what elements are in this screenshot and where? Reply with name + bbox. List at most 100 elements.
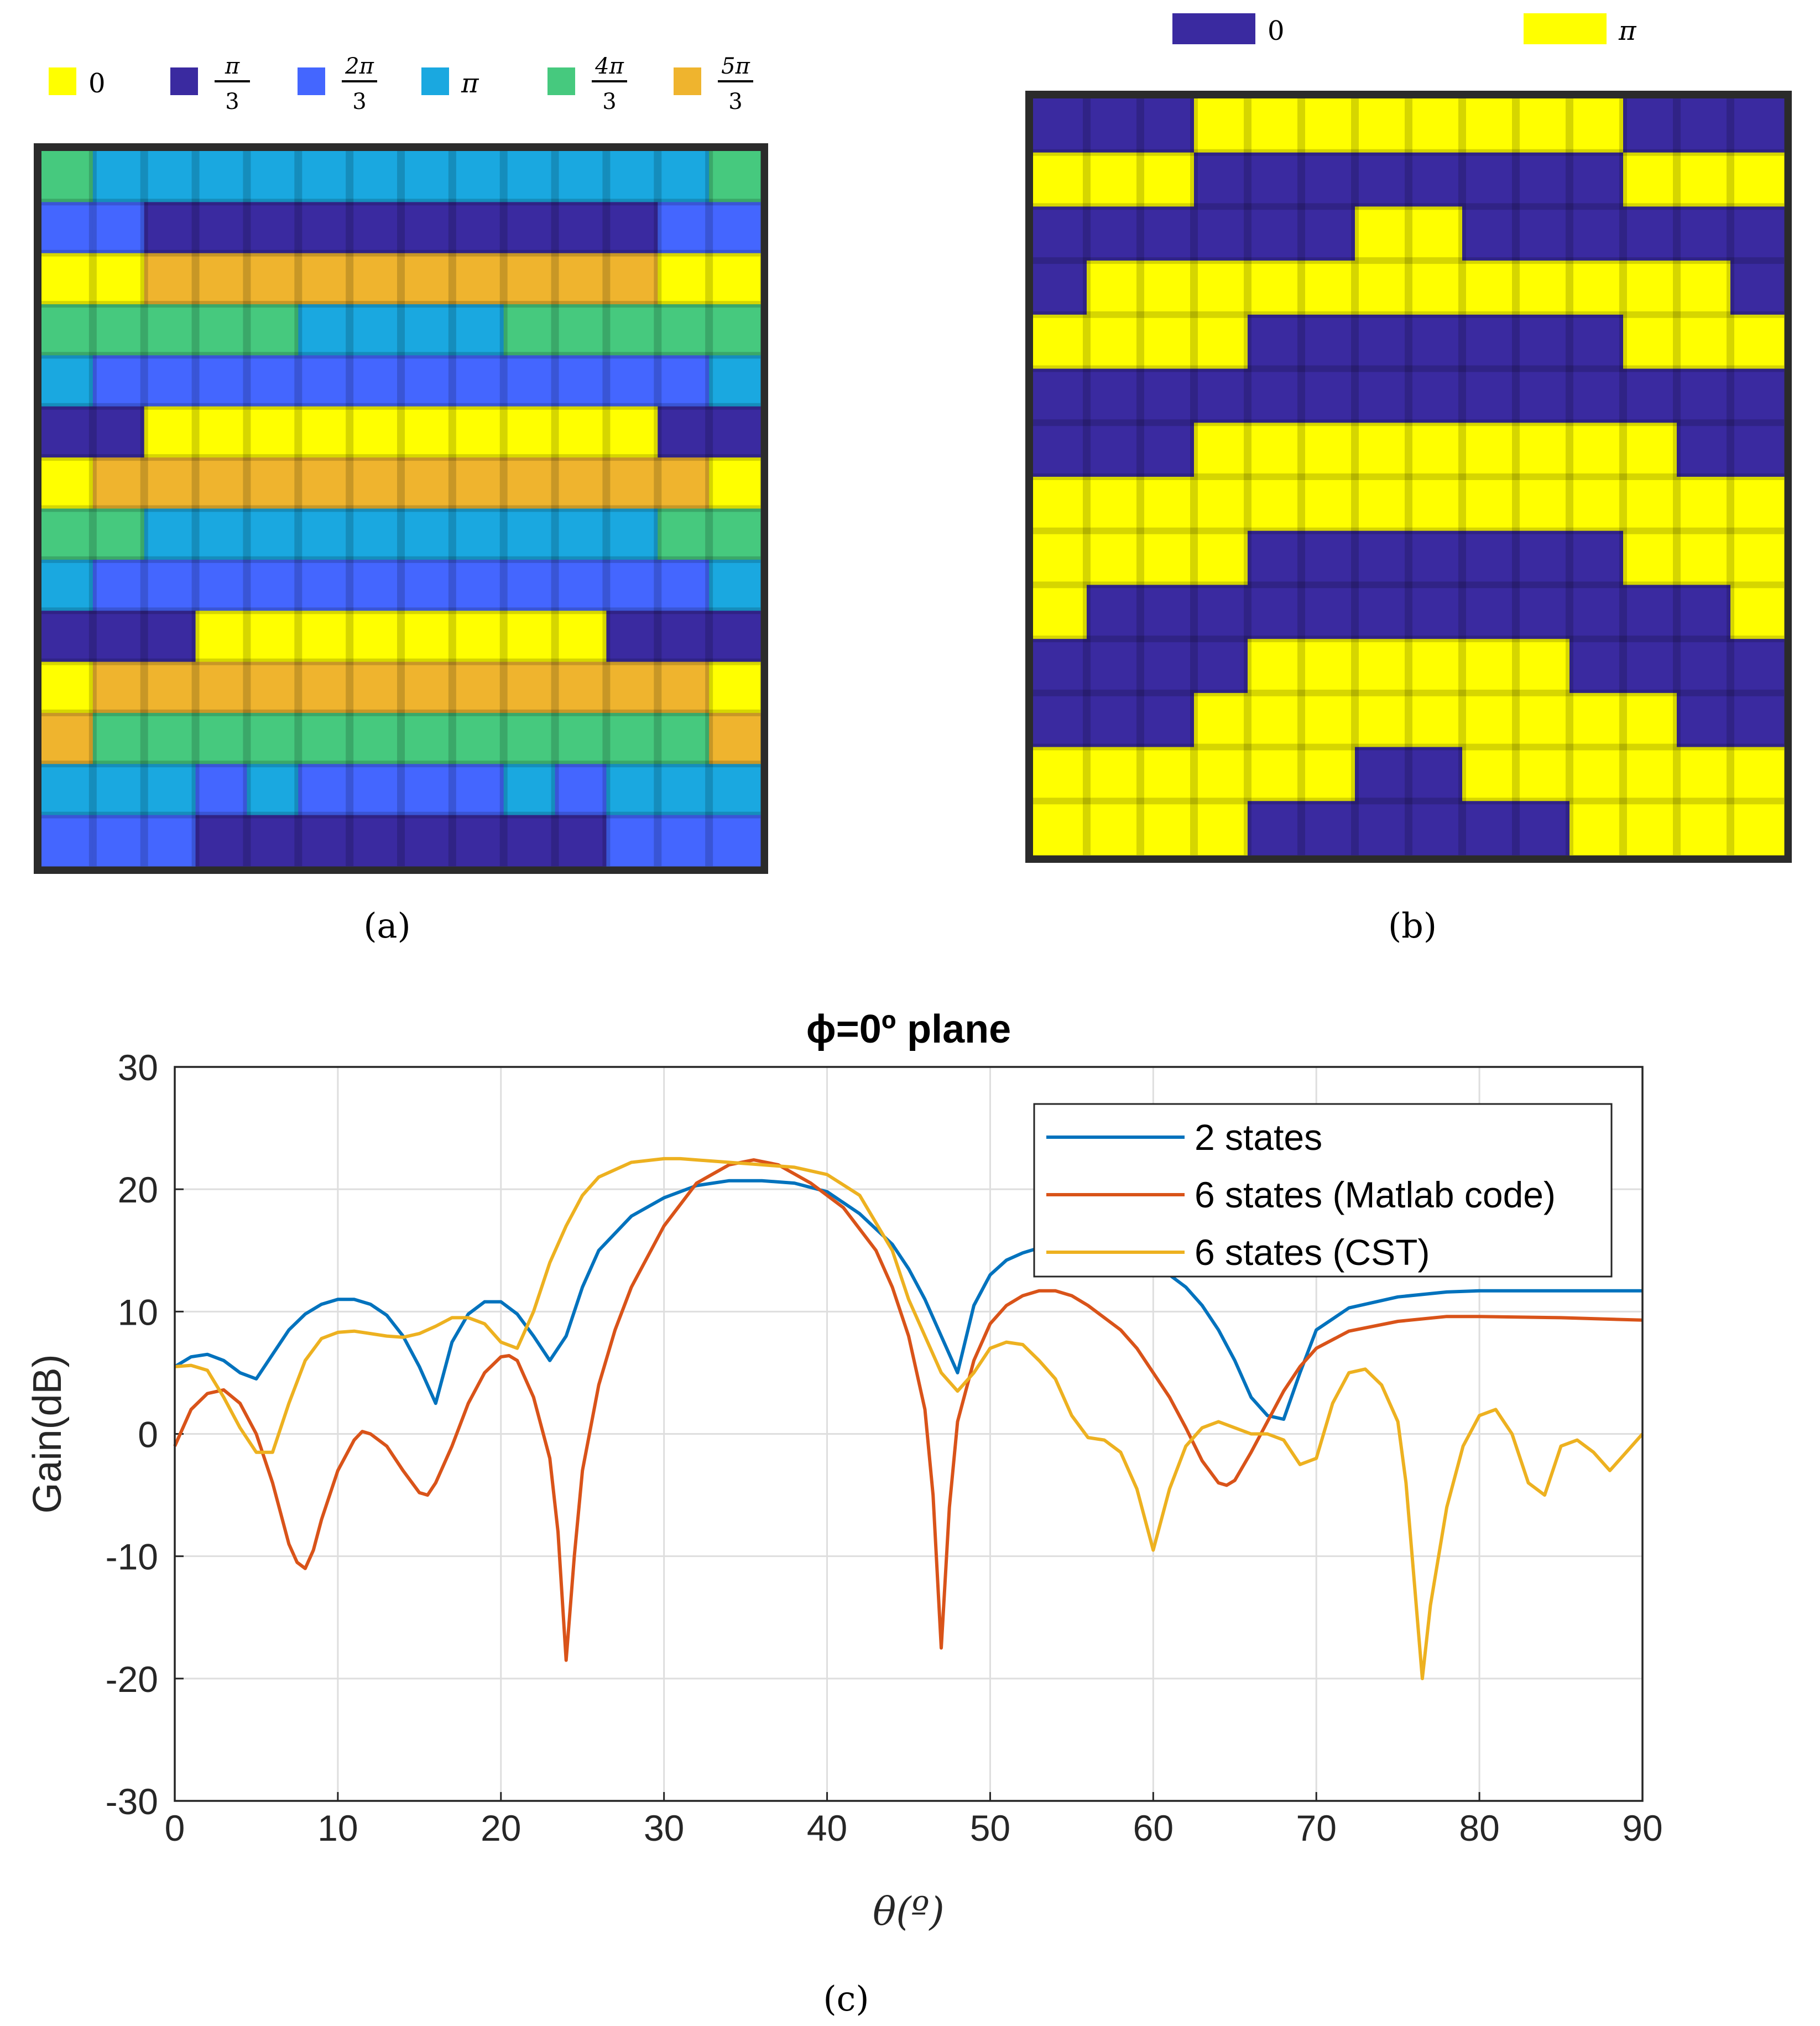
map-cell xyxy=(1730,98,1785,153)
map-cell xyxy=(350,406,401,458)
map-cell xyxy=(350,764,401,816)
map-cell xyxy=(1677,639,1731,694)
map-cell xyxy=(1248,747,1302,801)
map-cell xyxy=(1730,206,1785,261)
map-cell xyxy=(606,304,658,356)
svg-text:4π: 4π xyxy=(595,54,624,79)
map-cell xyxy=(1516,477,1570,532)
map-cell xyxy=(92,662,145,713)
map-cell xyxy=(709,202,761,254)
map-cell xyxy=(350,304,401,356)
map-cell xyxy=(1033,585,1087,639)
map-cell xyxy=(1301,314,1355,369)
map-cell xyxy=(1730,368,1785,423)
map-cell xyxy=(144,508,196,560)
x-tick-label: 10 xyxy=(317,1808,358,1848)
map-cell xyxy=(1033,477,1087,532)
y-tick-label: 30 xyxy=(118,1047,158,1088)
x-axis-label: θ(º) xyxy=(873,1889,945,1934)
map-cell xyxy=(1087,477,1141,532)
map-cell xyxy=(41,304,93,356)
map-cell xyxy=(606,662,658,713)
map-cell xyxy=(1409,368,1463,423)
map-cell xyxy=(401,508,453,560)
map-cell xyxy=(1569,801,1624,856)
map-cell xyxy=(503,355,556,407)
map-cell xyxy=(1516,368,1570,423)
map-cell xyxy=(195,611,247,663)
map-cell xyxy=(1462,314,1516,369)
map-cell xyxy=(658,253,710,305)
map-cell xyxy=(503,202,556,254)
map-cell xyxy=(195,151,247,202)
map-cell xyxy=(1301,747,1355,801)
map-cell xyxy=(298,662,350,713)
map-cell xyxy=(1409,801,1463,856)
map-cell xyxy=(1087,692,1141,748)
map-cell xyxy=(658,508,710,560)
map-cell xyxy=(1623,477,1677,532)
map-cell xyxy=(709,253,761,305)
map-cell xyxy=(709,304,761,356)
x-tick-label: 80 xyxy=(1459,1808,1499,1848)
map-cell xyxy=(503,662,556,713)
map-cell xyxy=(298,151,350,202)
y-tick-label: -10 xyxy=(106,1537,158,1577)
map-cell xyxy=(1409,261,1463,315)
map-cell xyxy=(144,662,196,713)
map-cell xyxy=(555,253,607,305)
map-cell xyxy=(401,253,453,305)
map-cell xyxy=(41,406,93,458)
map-cell xyxy=(1301,152,1355,207)
map-cell xyxy=(1623,314,1677,369)
map-cell xyxy=(41,151,93,202)
map-cell xyxy=(41,508,93,560)
legend-swatch xyxy=(421,67,449,95)
map-cell xyxy=(247,662,299,713)
map-cell xyxy=(401,815,453,867)
map-cell xyxy=(298,712,350,764)
map-cell xyxy=(452,712,504,764)
map-cell xyxy=(555,611,607,663)
map-cell xyxy=(1677,747,1731,801)
map-cell xyxy=(1569,423,1624,477)
legend-label: 5π3 xyxy=(718,54,753,114)
map-cell xyxy=(1462,530,1516,585)
map-cell xyxy=(1462,801,1516,856)
map-cell xyxy=(606,457,658,509)
map-cell xyxy=(1677,530,1731,585)
map-cell xyxy=(1677,152,1731,207)
map-cell xyxy=(1140,261,1195,315)
map-cell xyxy=(1355,585,1409,639)
legend-label: 0 xyxy=(1268,15,1285,46)
legend-label: 2π3 xyxy=(342,54,377,114)
map-cell xyxy=(1462,368,1516,423)
map-cell xyxy=(452,457,504,509)
map-cell xyxy=(401,662,453,713)
map-cell xyxy=(1248,98,1302,153)
map-cell xyxy=(195,355,247,407)
map-cell xyxy=(1033,314,1087,369)
map-cell xyxy=(1623,261,1677,315)
map-cell xyxy=(1516,152,1570,207)
map-cell xyxy=(298,253,350,305)
legend-entry: 2 states xyxy=(1195,1117,1322,1158)
map-cell xyxy=(503,815,556,867)
map-cell xyxy=(1677,801,1731,856)
map-cell xyxy=(1033,261,1087,315)
map-cell xyxy=(1301,530,1355,585)
map-cell xyxy=(1301,692,1355,748)
map-cell xyxy=(1301,261,1355,315)
map-cell xyxy=(401,712,453,764)
svg-text:2π: 2π xyxy=(345,54,374,79)
map-cell xyxy=(1301,585,1355,639)
map-cell xyxy=(144,764,196,816)
map-cell xyxy=(195,508,247,560)
map-cell xyxy=(1194,747,1248,801)
map-cell xyxy=(92,712,145,764)
map-cell xyxy=(1248,152,1302,207)
map-cell xyxy=(1462,585,1516,639)
map-cell xyxy=(709,815,761,867)
map-cell xyxy=(1301,98,1355,153)
map-cell xyxy=(1355,639,1409,694)
